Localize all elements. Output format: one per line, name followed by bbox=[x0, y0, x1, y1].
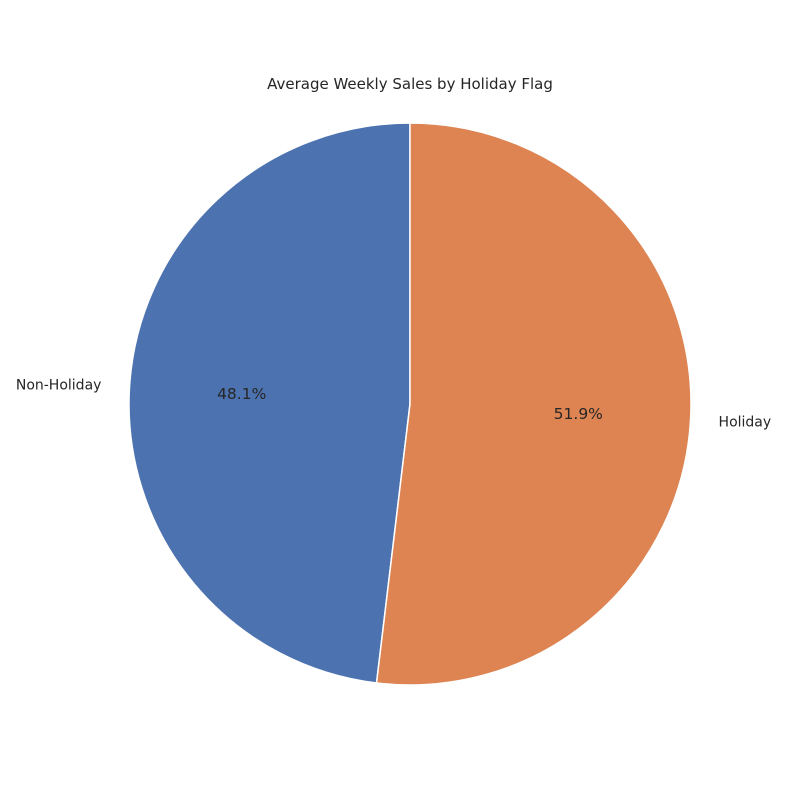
slice-label-non-holiday: Non-Holiday bbox=[16, 378, 102, 394]
pie-slice-holiday bbox=[375, 122, 692, 686]
slice-label-holiday: Holiday bbox=[719, 414, 772, 430]
slice-percent-holiday: 51.9% bbox=[554, 405, 603, 423]
pie-slice-non-holiday bbox=[128, 122, 411, 684]
pie-labels: Non-Holiday 48.1% Holiday 51.9% bbox=[16, 378, 771, 431]
chart-title: Average Weekly Sales by Holiday Flag bbox=[267, 75, 553, 93]
slice-percent-non-holiday: 48.1% bbox=[217, 385, 266, 403]
pie-slices bbox=[128, 122, 692, 686]
